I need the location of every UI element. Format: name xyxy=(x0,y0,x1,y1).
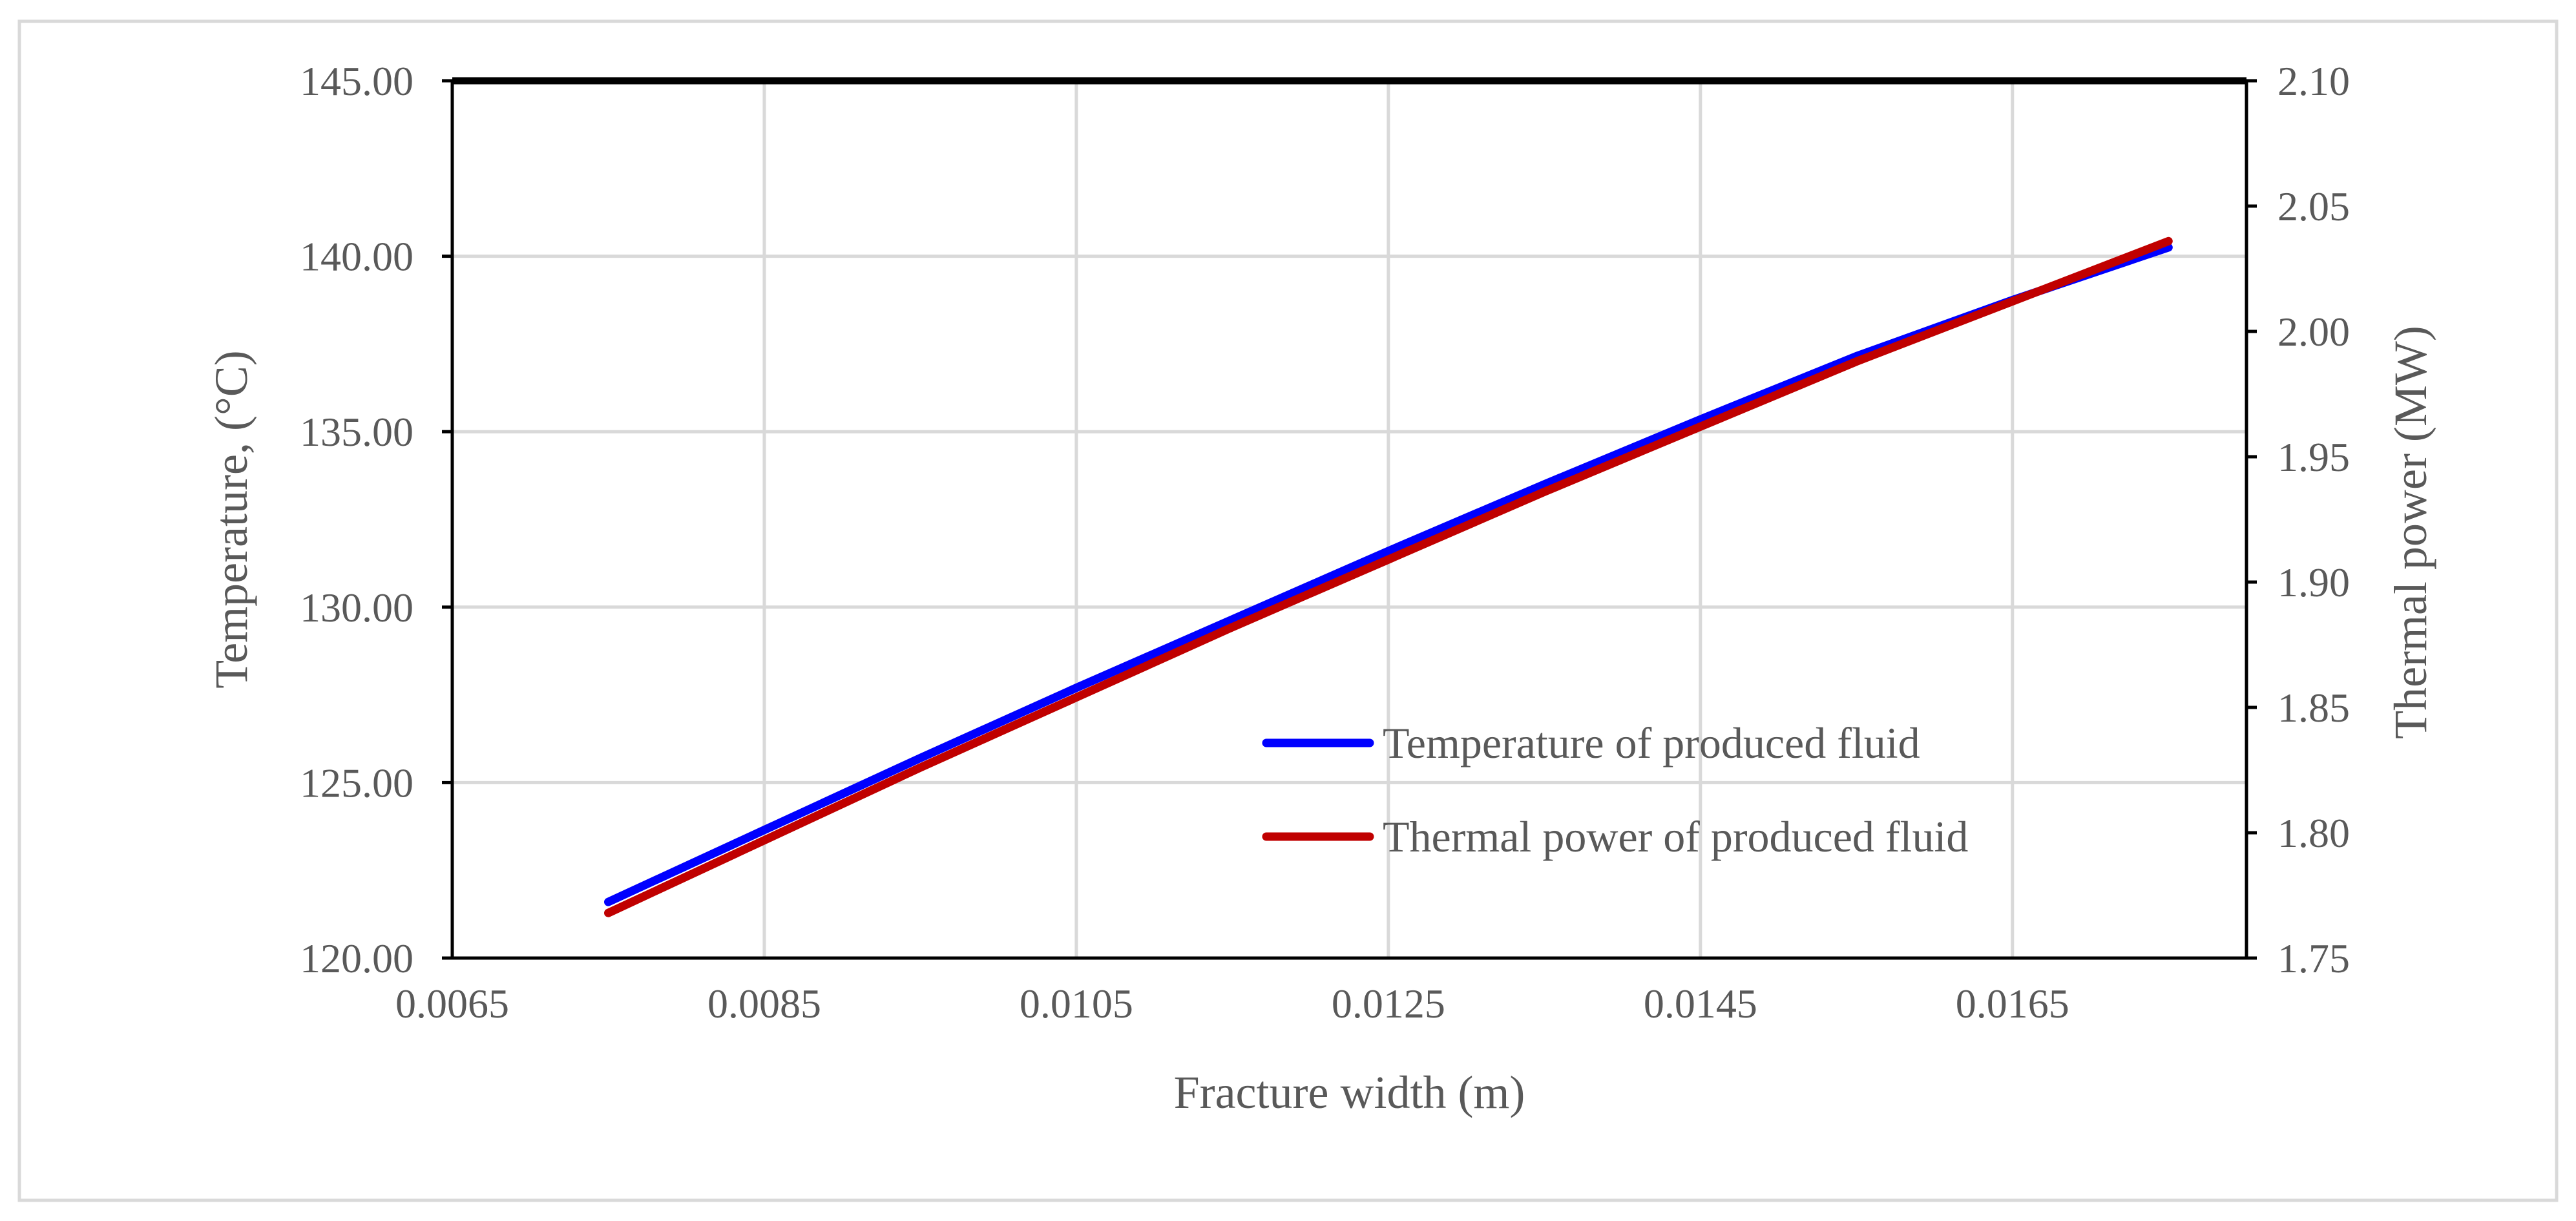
y-left-tick-label: 140.00 xyxy=(300,234,414,280)
y-left-tick-label: 125.00 xyxy=(300,760,414,806)
y-left-tick-label: 130.00 xyxy=(300,585,414,631)
series-lines xyxy=(604,236,2173,917)
y-left-tick-label: 145.00 xyxy=(300,58,414,104)
y-right-tick-label: 2.00 xyxy=(2278,309,2350,355)
y-right-tick-label: 1.85 xyxy=(2278,685,2350,731)
x-tick-label: 0.0065 xyxy=(395,981,509,1027)
y-right-tick-label: 1.95 xyxy=(2278,434,2350,480)
y-right-tick-label: 1.75 xyxy=(2278,935,2350,981)
legend: Temperature of produced fluid Thermal pow… xyxy=(1262,718,1968,861)
x-tick-label: 0.0105 xyxy=(1020,981,1133,1027)
chart-frame xyxy=(17,19,2559,1202)
series-line-2 xyxy=(604,236,2173,917)
y-right-tick-label: 1.90 xyxy=(2278,559,2350,605)
y-axis-title-left: Temperature, (°C) xyxy=(205,350,257,689)
y-axis-title-right: Thermal power (MW) xyxy=(2385,326,2436,739)
legend-label-2: Thermal power of produced fluid xyxy=(1383,812,1968,861)
x-tick-label: 0.0165 xyxy=(1956,981,2069,1027)
y-left-tick-label: 135.00 xyxy=(300,409,414,455)
y-right-tick-label: 1.80 xyxy=(2278,810,2350,856)
x-tick-label: 0.0145 xyxy=(1644,981,1757,1027)
x-tick-label: 0.0085 xyxy=(707,981,821,1027)
y-right-tick-label: 2.10 xyxy=(2278,58,2350,104)
legend-label-1: Temperature of produced fluid xyxy=(1383,718,1920,767)
x-tick-label: 0.0125 xyxy=(1332,981,1445,1027)
x-axis-title: Fracture width (m) xyxy=(1174,1067,1525,1118)
y-right-tick-label: 2.05 xyxy=(2278,183,2350,229)
axis-ticks: 0.0065 0.0085 0.0105 0.0125 0.0145 0.0165 120.… xyxy=(300,58,2350,1027)
y-left-tick-label: 120.00 xyxy=(300,935,414,981)
